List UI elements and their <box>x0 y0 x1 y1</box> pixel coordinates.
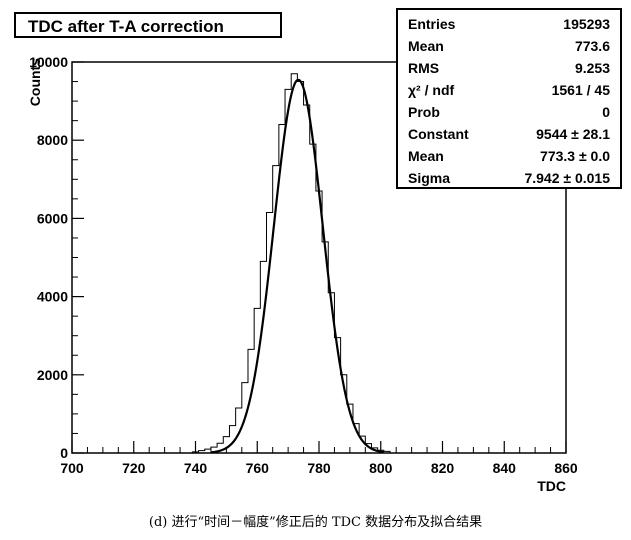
stats-label: Constant <box>408 126 469 142</box>
x-axis-label: TDC <box>537 478 566 494</box>
gaussian-fit-curve <box>210 78 384 454</box>
stats-row: RMS 9.253 <box>408 58 610 78</box>
y-tick-label: 10000 <box>29 54 68 70</box>
stats-label: χ² / ndf <box>408 82 455 98</box>
stats-row: Entries 195293 <box>408 14 610 34</box>
y-tick-label: 8000 <box>37 132 68 148</box>
y-tick-label: 6000 <box>37 210 68 226</box>
x-tick-label: 840 <box>493 460 517 476</box>
stats-label: Prob <box>408 104 440 120</box>
stats-value: 9.253 <box>574 60 610 76</box>
stats-value: 195293 <box>563 16 610 32</box>
stats-row: Mean 773.6 <box>408 36 610 56</box>
chart-title: TDC after T-A correction <box>14 12 282 38</box>
stats-value: 773.6 <box>574 38 610 54</box>
stats-value: 7.942 ± 0.015 <box>524 170 610 186</box>
stats-label: Entries <box>408 16 456 32</box>
stats-value: 1561 / 45 <box>551 82 610 98</box>
y-tick-label: 2000 <box>37 367 68 383</box>
x-tick-label: 760 <box>246 460 270 476</box>
stats-row: Prob 0 <box>408 102 610 122</box>
stats-label: Mean <box>408 38 444 54</box>
stats-value: 0 <box>602 104 610 120</box>
histogram-series <box>191 73 391 453</box>
y-tick-label: 0 <box>60 445 68 461</box>
stats-value: 773.3 ± 0.0 <box>540 148 610 164</box>
stats-row: Mean 773.3 ± 0.0 <box>408 146 610 166</box>
stats-value: 9544 ± 28.1 <box>536 126 610 142</box>
stats-box: Entries 195293 Mean 773.6 RMS 9.253 χ² / ndf 15… <box>396 8 622 189</box>
stats-label: Sigma <box>408 170 451 186</box>
y-tick-label: 4000 <box>37 289 68 305</box>
figure-caption: (d) 进行“时间－幅度”修正后的 TDC 数据分布及拟合结果 <box>148 515 483 530</box>
x-tick-label: 720 <box>122 460 146 476</box>
stats-row: χ² / ndf 1561 / 45 <box>408 80 610 100</box>
y-axis-label: Counts <box>27 58 43 106</box>
stats-row: Constant 9544 ± 28.1 <box>408 124 610 144</box>
stats-label: RMS <box>408 60 440 76</box>
x-tick-label: 800 <box>369 460 393 476</box>
x-tick-label: 740 <box>184 460 208 476</box>
x-tick-label: 860 <box>554 460 578 476</box>
stats-label: Mean <box>408 148 444 164</box>
stats-row: Sigma 7.942 ± 0.015 <box>408 168 610 188</box>
x-tick-label: 700 <box>60 460 84 476</box>
x-tick-label: 780 <box>307 460 331 476</box>
x-tick-label: 820 <box>431 460 455 476</box>
